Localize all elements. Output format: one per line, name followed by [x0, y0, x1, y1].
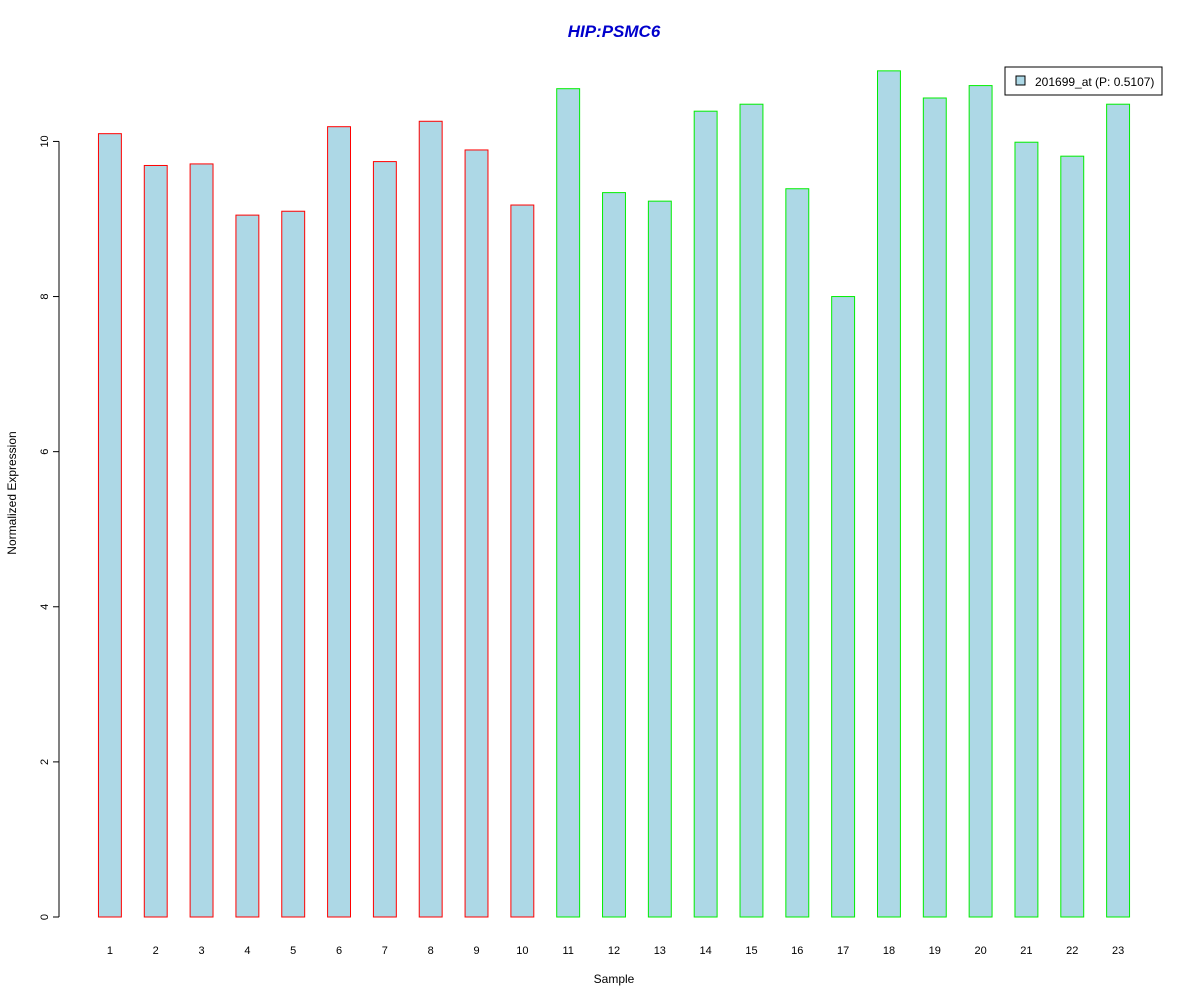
bar-sample-13	[647, 200, 672, 918]
bar-sample-23	[1106, 103, 1131, 918]
x-axis-label: Sample	[594, 972, 635, 986]
x-tick-label: 2	[153, 945, 159, 957]
x-tick-label: 15	[745, 945, 757, 957]
x-tick-label: 9	[473, 945, 479, 957]
x-tick-label: 3	[199, 945, 205, 957]
y-axis-label: Normalized Expression	[5, 431, 19, 554]
x-tick-label: 12	[608, 945, 620, 957]
x-tick-label: 21	[1020, 945, 1032, 957]
bar-sample-2	[143, 164, 168, 918]
x-tick-label: 16	[791, 945, 803, 957]
bar-sample-9	[464, 149, 489, 918]
x-tick-label: 18	[883, 945, 895, 957]
bar-sample-7	[372, 161, 397, 918]
x-tick-label: 19	[929, 945, 941, 957]
x-tick-label: 5	[290, 945, 296, 957]
y-tick-label: 6	[39, 449, 51, 455]
bar-sample-14	[693, 110, 718, 918]
bar-sample-21	[1014, 141, 1039, 918]
bar-sample-11	[556, 88, 581, 918]
bar-sample-19	[922, 97, 947, 918]
legend-swatch	[1015, 75, 1026, 86]
x-tick-label: 13	[654, 945, 666, 957]
bar-sample-15	[739, 103, 764, 918]
bar-sample-10	[510, 204, 535, 918]
bar-sample-6	[327, 126, 351, 918]
x-tick-label: 1	[107, 945, 113, 957]
x-tick-label: 7	[382, 945, 388, 957]
y-tick-label: 10	[39, 135, 51, 147]
bar-sample-8	[418, 120, 443, 918]
legend-label: 201699_at (P: 0.5107)	[1035, 75, 1154, 89]
bar-sample-20	[968, 85, 993, 918]
x-tick-labels: 1 2 3 4 5 6 7 8 9 10 11 12 13 14 15 16 17 18 19 20 21 22 23	[107, 945, 1124, 957]
y-tick-label: 2	[39, 759, 51, 765]
x-tick-label: 8	[428, 945, 434, 957]
x-tick-label: 17	[837, 945, 849, 957]
bar-sample-17	[831, 296, 856, 918]
bar-sample-18	[877, 70, 901, 918]
bar-sample-5	[281, 210, 306, 918]
x-tick-label: 22	[1066, 945, 1078, 957]
x-tick-label: 6	[336, 945, 342, 957]
bar-sample-4	[235, 214, 260, 918]
bar-sample-22	[1060, 155, 1085, 918]
x-tick-label: 23	[1112, 945, 1124, 957]
chart-title: HIP:PSMC6	[568, 22, 661, 41]
legend: 201699_at (P: 0.5107)	[1004, 66, 1163, 96]
bars-group	[97, 70, 1131, 918]
legend-box	[1004, 66, 1163, 96]
x-tick-label: 4	[244, 945, 250, 957]
bar-sample-16	[785, 188, 810, 918]
y-tick-label: 4	[39, 604, 51, 610]
bar-sample-3	[189, 163, 214, 918]
bar-sample-1	[97, 133, 122, 918]
x-tick-label: 11	[562, 945, 573, 957]
y-tick-label: 0	[39, 914, 51, 920]
bar-sample-12	[602, 192, 626, 918]
x-tick-label: 20	[974, 945, 986, 957]
x-tick-label: 14	[700, 945, 712, 957]
y-tick-label: 8	[39, 293, 51, 299]
x-tick-label: 10	[516, 945, 528, 957]
y-axis: 0 2 4 6 8 10	[39, 135, 60, 920]
